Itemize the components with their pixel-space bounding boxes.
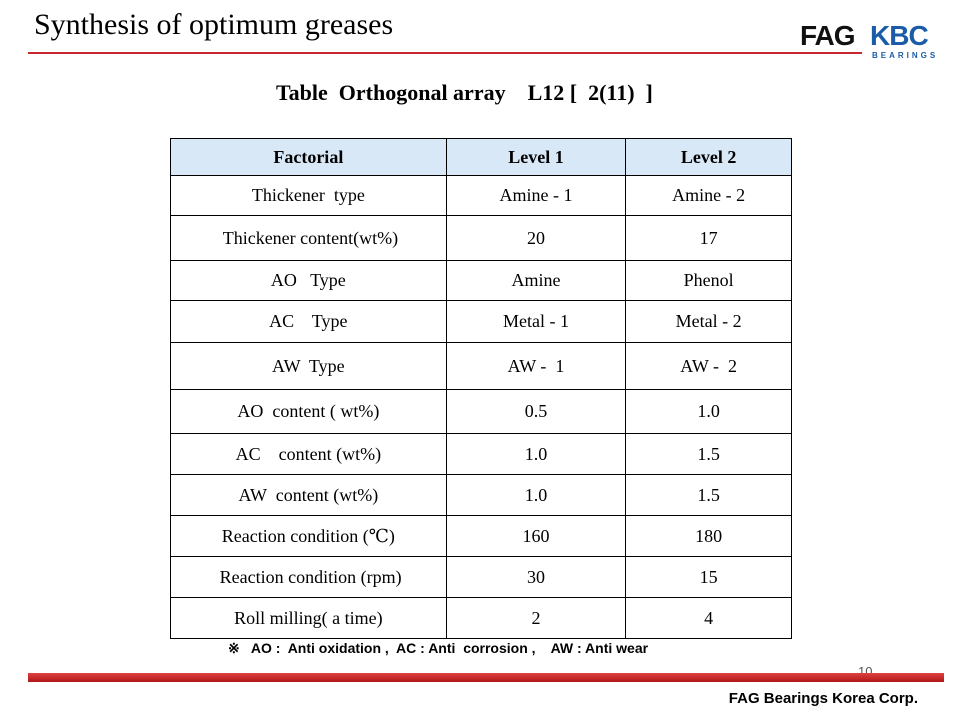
footer-divider: [28, 673, 944, 682]
table-row: AO content ( wt%) 0.5 1.0: [170, 389, 792, 434]
cell-factor: AO content ( wt%): [170, 389, 447, 434]
cell-level-1: 2: [445, 597, 627, 639]
orthogonal-array-table: Factorial Level 1 Level 2 Thickener type…: [170, 138, 792, 639]
abbreviation-footnote: ※ AO : Anti oxidation , AC : Anti corros…: [228, 640, 649, 656]
cell-level-1: 30: [445, 556, 627, 598]
cell-level-2: 15: [625, 556, 792, 598]
header-level-2: Level 2: [625, 138, 792, 176]
table-row: Reaction condition (rpm) 30 15: [170, 556, 792, 598]
cell-factor: Thickener type: [170, 175, 447, 216]
logo-kbc-text: KBC: [870, 20, 929, 51]
cell-level-2: 1.0: [625, 389, 792, 434]
table-caption: Table Orthogonal array L12 [ 2(11) ]: [276, 80, 653, 105]
cell-level-1: Amine: [445, 260, 627, 301]
cell-level-2: 1.5: [625, 474, 792, 516]
cell-level-1: 1.0: [445, 474, 627, 516]
cell-factor: Thickener content(wt%): [170, 215, 447, 261]
header-level-1: Level 1: [445, 138, 627, 176]
slide-title: Synthesis of optimum greases: [34, 8, 394, 41]
header-factorial: Factorial: [170, 138, 447, 176]
table-header-row: Factorial Level 1 Level 2: [170, 138, 792, 176]
company-logo: FAG KBC BEARINGS: [800, 18, 950, 64]
cell-level-1: 1.0: [445, 433, 627, 475]
table-row: AW content (wt%) 1.0 1.5: [170, 474, 792, 516]
table-row: AW Type AW - 1 AW - 2: [170, 342, 792, 390]
table-row: Roll milling( a time) 2 4: [170, 597, 792, 639]
cell-level-1: 0.5: [445, 389, 627, 434]
cell-level-1: 160: [445, 515, 627, 557]
cell-factor: Reaction condition (rpm): [170, 556, 447, 598]
table-row: Reaction condition (℃) 160 180: [170, 515, 792, 557]
cell-level-1: Amine - 1: [445, 175, 627, 216]
cell-level-1: AW - 1: [445, 342, 627, 390]
cell-factor: AC content (wt%): [170, 433, 447, 475]
cell-level-2: Phenol: [625, 260, 792, 301]
cell-factor: AW content (wt%): [170, 474, 447, 516]
title-divider: [28, 52, 862, 54]
cell-factor: Reaction condition (℃): [170, 515, 447, 557]
cell-level-2: 4: [625, 597, 792, 639]
logo-tagline: BEARINGS: [872, 51, 939, 60]
cell-level-1: 20: [445, 215, 627, 261]
table-row: AC content (wt%) 1.0 1.5: [170, 433, 792, 475]
cell-level-1: Metal - 1: [445, 300, 627, 343]
cell-level-2: Metal - 2: [625, 300, 792, 343]
table-row: AC Type Metal - 1 Metal - 2: [170, 300, 792, 343]
cell-level-2: AW - 2: [625, 342, 792, 390]
table-row: Thickener content(wt%) 20 17: [170, 215, 792, 261]
footer-company-name: FAG Bearings Korea Corp.: [728, 690, 918, 707]
cell-factor: Roll milling( a time): [170, 597, 447, 639]
cell-level-2: 17: [625, 215, 792, 261]
cell-factor: AC Type: [170, 300, 447, 343]
cell-factor: AW Type: [170, 342, 447, 390]
cell-factor: AO Type: [170, 260, 447, 301]
table-row: Thickener type Amine - 1 Amine - 2: [170, 175, 792, 216]
cell-level-2: 180: [625, 515, 792, 557]
table-row: AO Type Amine Phenol: [170, 260, 792, 301]
logo-fag-text: FAG: [800, 20, 856, 51]
cell-level-2: Amine - 2: [625, 175, 792, 216]
cell-level-2: 1.5: [625, 433, 792, 475]
